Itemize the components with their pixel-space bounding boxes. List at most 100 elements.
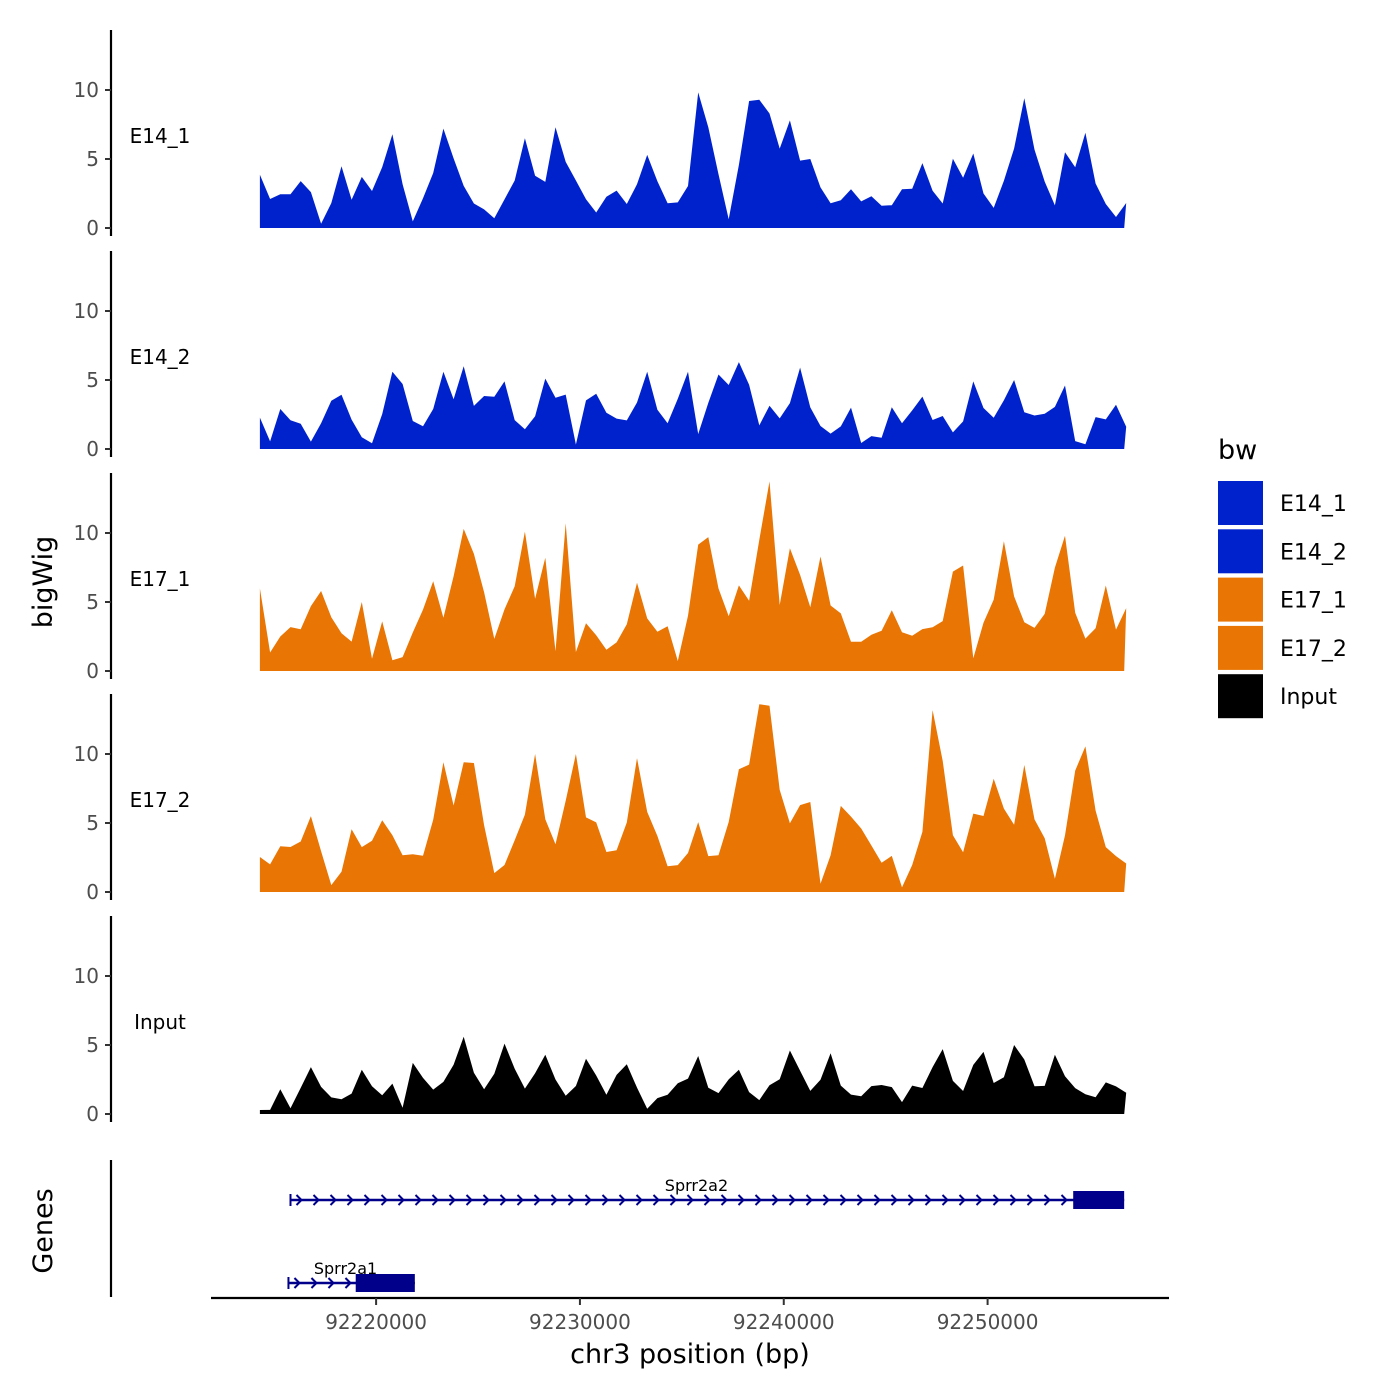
legend: bw E14_1 E14_2 E17_1 E17_2 Input [1218,435,1347,719]
legend-swatch [1218,577,1263,622]
legend-label: E14_2 [1280,540,1347,565]
legend-swatch [1218,674,1263,719]
strand-arrow [907,1194,915,1206]
gene-axis-title: Genes [28,1188,59,1273]
legend-label: Input [1280,685,1337,710]
strand-arrow [550,1194,558,1206]
strand-arrow [431,1194,439,1206]
signal-area [259,481,1127,671]
strand-arrow [856,1194,864,1206]
strand-arrow [397,1194,405,1206]
signal-area [259,362,1127,449]
y-tick-label: 0 [86,437,99,461]
legend-title: bw [1218,435,1257,466]
strand-arrow [669,1194,677,1206]
gene-sprr2a2: Sprr2a2 [289,1176,1125,1209]
strand-arrow [516,1194,524,1206]
strand-arrow [1043,1194,1051,1206]
strand-arrow [873,1194,881,1206]
y-tick-label: 10 [74,521,99,545]
gene-sprr2a1: Sprr2a1 [287,1259,415,1292]
strand-arrow [958,1194,966,1206]
gene-label: Sprr2a2 [665,1176,728,1195]
y-tick-label: 5 [86,811,99,835]
x-axis-title: chr3 position (bp) [570,1339,810,1370]
gene-track: Sprr2a2 Sprr2a1 [109,1160,1125,1297]
signal-area [259,704,1127,892]
y-tick-label: 5 [86,590,99,614]
strand-arrow [499,1194,507,1206]
x-tick-label: 92230000 [529,1310,631,1334]
y-tick-label: 0 [86,216,99,240]
strand-arrow [312,1194,320,1206]
y-tick-label: 10 [74,78,99,102]
gene-exon [355,1274,415,1292]
strand-arrow [293,1277,301,1289]
legend-swatch [1218,529,1263,574]
track-input: 0 5 10 Input [74,916,1127,1126]
y-axis-title: bigWig [28,536,59,629]
x-axis: 92220000 92230000 92240000 92250000 [211,1296,1169,1334]
track-label: Input [134,1010,186,1034]
strand-arrow [924,1194,932,1206]
legend-label: E17_1 [1280,589,1347,614]
legend-swatch [1218,481,1263,525]
strand-arrow [567,1194,575,1206]
y-tick-label: 5 [86,368,99,392]
strand-arrow [1026,1194,1034,1206]
strand-arrow [414,1194,422,1206]
track-label: E17_2 [130,788,191,812]
y-tick-label: 10 [74,964,99,988]
y-tick-label: 0 [86,659,99,683]
x-tick-label: 92220000 [325,1310,427,1334]
legend-label: E17_2 [1280,637,1347,662]
strand-arrow [310,1277,318,1289]
track-e14-1: 0 5 10 E14_1 [74,30,1127,240]
y-tick-label: 5 [86,1033,99,1057]
strand-arrow [788,1194,796,1206]
strand-arrow [771,1194,779,1206]
track-label: E14_2 [130,345,191,369]
strand-arrow [686,1194,694,1206]
strand-arrow [346,1194,354,1206]
gene-exon [1073,1191,1125,1209]
strand-arrow [635,1194,643,1206]
strand-arrow [344,1277,352,1289]
strand-arrow [618,1194,626,1206]
strand-arrow [754,1194,762,1206]
strand-arrow [652,1194,660,1206]
strand-arrow [482,1194,490,1206]
track-e17-1: 0 5 10 E17_1 [74,473,1127,683]
strand-arrow [295,1194,303,1206]
signal-area [259,1036,1127,1114]
strand-arrow [975,1194,983,1206]
strand-arrow [890,1194,898,1206]
strand-arrow [465,1194,473,1206]
strand-arrow [584,1194,592,1206]
y-tick-label: 0 [86,880,99,904]
strand-arrow [720,1194,728,1206]
strand-arrow [1009,1194,1017,1206]
strand-arrow [992,1194,1000,1206]
strand-arrow [1060,1194,1068,1206]
x-tick-label: 92240000 [733,1310,835,1334]
y-tick-label: 10 [74,742,99,766]
strand-arrow [327,1277,335,1289]
strand-arrow [363,1194,371,1206]
strand-arrow [533,1194,541,1206]
strand-arrow [329,1194,337,1206]
track-label: E17_1 [130,567,191,591]
y-tick-label: 0 [86,1102,99,1126]
strand-arrow [448,1194,456,1206]
y-tick-label: 10 [74,299,99,323]
x-tick-label: 92250000 [937,1310,1039,1334]
strand-arrow [703,1194,711,1206]
track-e14-2: 0 5 10 E14_2 [74,251,1127,461]
strand-arrow [601,1194,609,1206]
track-e17-2: 0 5 10 E17_2 [74,694,1127,904]
legend-label: E14_1 [1280,492,1347,517]
signal-area [259,92,1127,229]
strand-arrow [822,1194,830,1206]
gene-label: Sprr2a1 [314,1259,377,1278]
